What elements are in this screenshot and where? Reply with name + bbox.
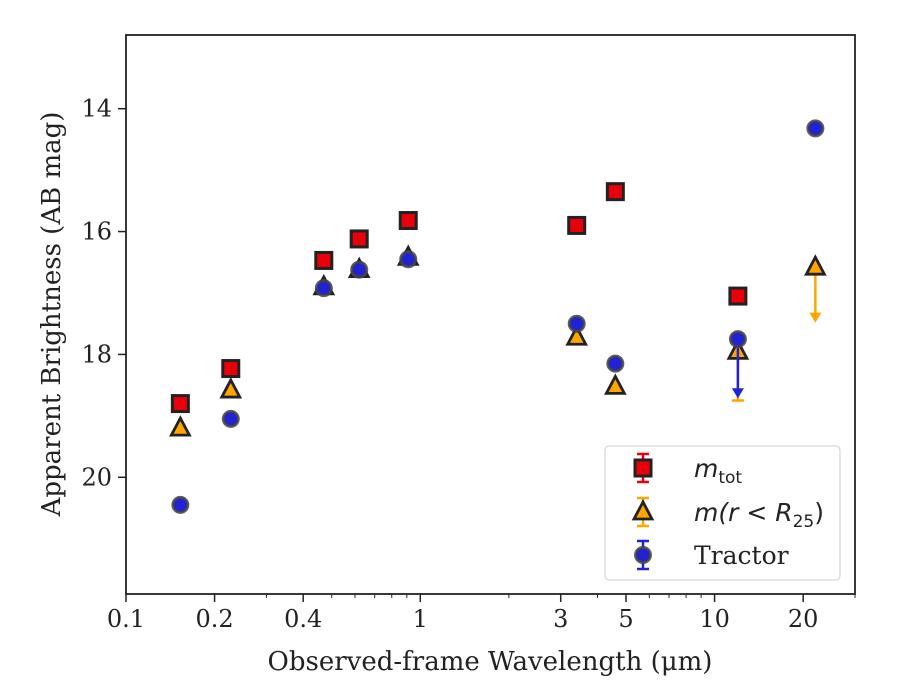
- point-0-0: [170, 394, 190, 414]
- point-0-1: [221, 359, 241, 379]
- point-0-4: [398, 211, 418, 231]
- point-2-0: [171, 495, 190, 514]
- point-0-6: [605, 182, 625, 202]
- y-tick-label-3: 20: [81, 463, 112, 491]
- x-tick-label-4: 3: [553, 605, 568, 633]
- point-2-6: [606, 354, 625, 373]
- upper-limit-arrow-1-8: [809, 312, 822, 323]
- point-2-2: [314, 279, 333, 298]
- point-2-3: [350, 260, 369, 279]
- x-tick-label-1: 0.2: [196, 605, 234, 633]
- y-tick-label-2: 18: [81, 340, 112, 368]
- legend-label-1: m(r < R25): [694, 498, 824, 532]
- point-1-8: [804, 254, 827, 276]
- point-1-6: [604, 373, 627, 395]
- point-2-7: [728, 330, 747, 349]
- series-2: [171, 119, 825, 514]
- y-tick-label-0: 14: [81, 95, 112, 123]
- data-marks: [169, 119, 827, 514]
- point-0-2: [314, 250, 334, 270]
- point-1-1: [219, 377, 243, 399]
- legend-label-2: Tractor: [694, 541, 789, 570]
- y-tick-label-1: 16: [81, 218, 112, 246]
- point-0-3: [349, 229, 369, 249]
- plot-frame: [125, 34, 856, 595]
- legend-marker-0: [633, 458, 653, 478]
- legend-item-0: mtot: [633, 452, 742, 488]
- legend-item-2: Tractor: [634, 539, 789, 571]
- point-0-5: [567, 215, 587, 235]
- upper-limit-arrow-2-7: [731, 388, 744, 399]
- x-tick-label-2: 0.4: [284, 605, 322, 633]
- y-axis-label: Apparent Brightness (AB mag): [37, 112, 67, 518]
- legend-box: [604, 445, 841, 581]
- series-0: [170, 182, 748, 414]
- legend-label-0: mtot: [694, 454, 742, 488]
- point-2-4: [399, 250, 418, 269]
- point-2-1: [221, 409, 240, 428]
- legend-items: mtot m(r < R25) Tractor: [631, 452, 824, 571]
- point-2-5: [567, 314, 586, 333]
- legend-marker-2: [634, 546, 652, 564]
- x-tick-label-5: 5: [618, 605, 633, 633]
- legend: mtot m(r < R25) Tractor: [604, 445, 841, 581]
- x-tick-label-3: 1: [413, 605, 428, 633]
- point-1-5: [565, 324, 589, 346]
- x-axis-ticks: 0.1 0.2 0.4 1 3 5 10 20: [107, 594, 856, 633]
- legend-marker-1: [631, 499, 655, 521]
- legend-item-1: m(r < R25): [631, 496, 824, 532]
- point-1-0: [169, 415, 192, 437]
- point-0-7: [728, 286, 748, 306]
- x-tick-label-0: 0.1: [107, 605, 145, 633]
- x-tick-label-6: 10: [699, 605, 730, 633]
- point-2-8: [806, 119, 825, 138]
- x-tick-label-7: 20: [788, 605, 819, 633]
- y-axis-ticks: 14 16 18 20: [81, 95, 126, 491]
- x-axis-label: Observed-frame Wavelength (μm): [268, 647, 713, 677]
